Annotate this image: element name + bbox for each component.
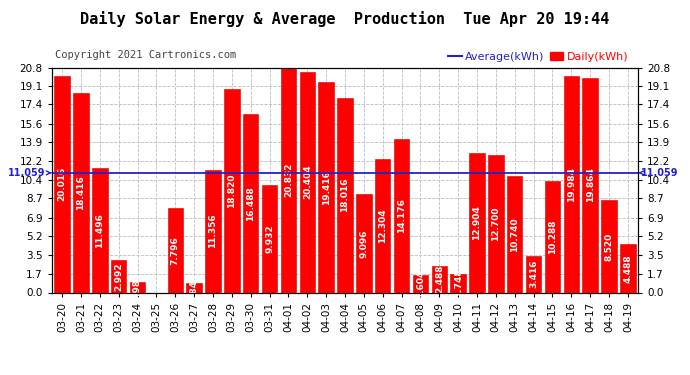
Text: 19.984: 19.984 — [566, 167, 575, 202]
Bar — [564, 76, 579, 292]
Bar — [111, 260, 126, 292]
Bar — [299, 72, 315, 292]
Text: 1.748: 1.748 — [453, 269, 463, 297]
Text: 3.416: 3.416 — [529, 260, 538, 288]
Text: 7.796: 7.796 — [170, 236, 180, 265]
Text: 2.992: 2.992 — [115, 262, 124, 291]
Text: 12.304: 12.304 — [378, 209, 387, 243]
Bar — [281, 67, 296, 292]
Bar — [337, 98, 353, 292]
Text: 10.288: 10.288 — [548, 220, 557, 254]
Bar — [507, 176, 522, 292]
Text: 11.059: 11.059 — [638, 168, 679, 178]
Text: 18.416: 18.416 — [77, 176, 86, 210]
Bar — [620, 244, 635, 292]
Bar — [224, 89, 239, 292]
Text: 14.176: 14.176 — [397, 198, 406, 233]
Bar — [544, 181, 560, 292]
Bar — [488, 155, 504, 292]
Text: 8.520: 8.520 — [604, 232, 613, 261]
Text: 20.832: 20.832 — [284, 163, 293, 197]
Bar — [130, 282, 146, 292]
Bar — [168, 208, 183, 292]
Bar — [55, 76, 70, 292]
Text: 11.059: 11.059 — [8, 168, 52, 178]
Text: 10.740: 10.740 — [510, 217, 520, 252]
Bar — [451, 274, 466, 292]
Bar — [582, 78, 598, 292]
Bar — [469, 153, 485, 292]
Bar — [394, 139, 409, 292]
Bar — [375, 159, 391, 292]
Text: 12.904: 12.904 — [473, 206, 482, 240]
Bar — [601, 200, 617, 292]
Text: 18.016: 18.016 — [340, 178, 350, 212]
Text: Daily Solar Energy & Average  Production  Tue Apr 20 19:44: Daily Solar Energy & Average Production … — [80, 11, 610, 27]
Bar — [526, 255, 542, 292]
Text: 19.864: 19.864 — [586, 168, 595, 202]
Bar — [205, 170, 221, 292]
Bar — [73, 93, 89, 292]
Text: 1.604: 1.604 — [416, 270, 425, 298]
Text: 18.820: 18.820 — [227, 174, 237, 208]
Text: 0.980: 0.980 — [133, 273, 142, 302]
Bar — [92, 168, 108, 292]
Text: 2.488: 2.488 — [435, 265, 444, 293]
Text: 20.404: 20.404 — [303, 165, 312, 200]
Bar — [318, 82, 334, 292]
Bar — [262, 185, 277, 292]
Text: 11.356: 11.356 — [208, 214, 217, 248]
Bar — [356, 194, 372, 292]
Text: 20.016: 20.016 — [58, 167, 67, 201]
Text: 0.840: 0.840 — [190, 274, 199, 302]
Bar — [431, 266, 447, 292]
Text: 16.488: 16.488 — [246, 186, 255, 221]
Text: 12.700: 12.700 — [491, 207, 500, 241]
Text: Copyright 2021 Cartronics.com: Copyright 2021 Cartronics.com — [55, 50, 236, 60]
Bar — [413, 275, 428, 292]
Legend: Average(kWh), Daily(kWh): Average(kWh), Daily(kWh) — [444, 47, 633, 66]
Text: 4.488: 4.488 — [623, 254, 632, 282]
Text: 11.496: 11.496 — [95, 213, 104, 248]
Text: 19.416: 19.416 — [322, 170, 331, 205]
Text: 9.932: 9.932 — [265, 225, 274, 253]
Text: 9.096: 9.096 — [359, 229, 368, 258]
Bar — [243, 114, 259, 292]
Bar — [186, 284, 202, 292]
